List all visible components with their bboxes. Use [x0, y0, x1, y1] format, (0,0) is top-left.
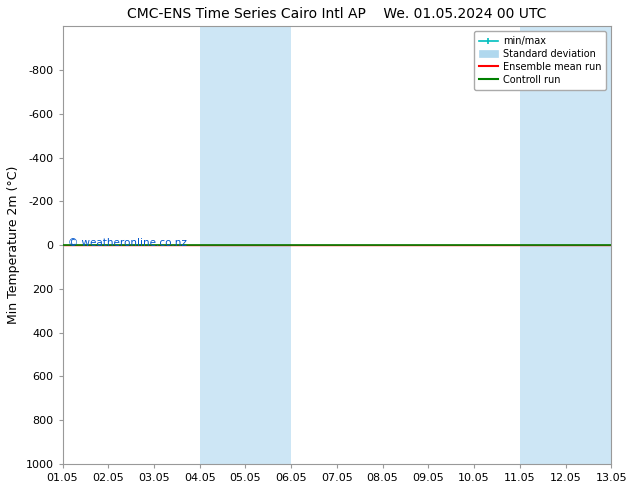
Text: © weatheronline.co.nz: © weatheronline.co.nz [68, 238, 187, 248]
Bar [520, 26, 611, 464]
Legend: min/max, Standard deviation, Ensemble mean run, Controll run: min/max, Standard deviation, Ensemble me… [474, 31, 606, 90]
Y-axis label: Min Temperature 2m (°C): Min Temperature 2m (°C) [7, 166, 20, 324]
Title: CMC-ENS Time Series Cairo Intl AP    We. 01.05.2024 00 UTC: CMC-ENS Time Series Cairo Intl AP We. 01… [127, 7, 547, 21]
Bar [200, 26, 291, 464]
